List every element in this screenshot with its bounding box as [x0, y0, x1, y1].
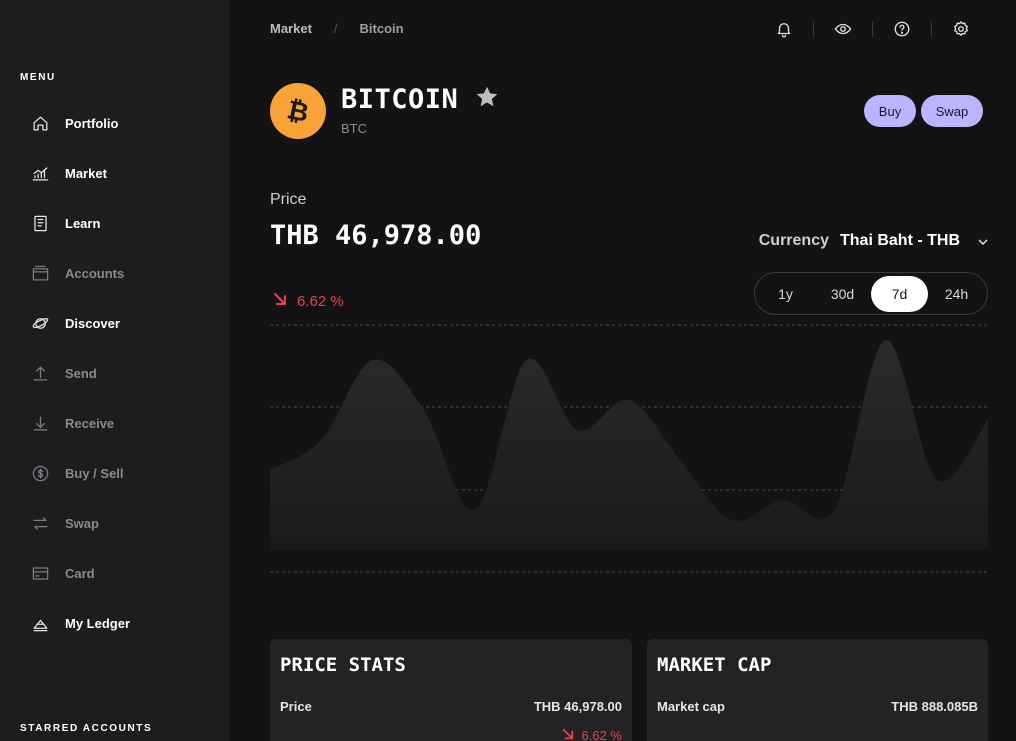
sidebar-item-label: Receive: [65, 415, 115, 431]
sidebar-item-accounts[interactable]: Accounts: [30, 261, 220, 285]
breadcrumb-market[interactable]: Market: [270, 21, 312, 36]
price-stats-change: 6.62 %: [562, 728, 622, 741]
buy-button[interactable]: Buy: [864, 95, 916, 127]
market-cap-label: Market cap: [657, 699, 725, 714]
range-1y[interactable]: 1y: [778, 285, 793, 302]
breadcrumb-bitcoin: Bitcoin: [359, 21, 404, 36]
price-stats-title: PRICE STATS: [280, 654, 406, 676]
sidebar-item-label: Buy / Sell: [65, 465, 124, 481]
breadcrumb: Market / Bitcoin: [270, 21, 404, 36]
currency-selector[interactable]: Currency Thai Baht - THB: [759, 232, 988, 250]
top-toolbar: [774, 19, 971, 39]
currency-label: Currency: [758, 232, 829, 249]
sidebar-item-label: Accounts: [65, 265, 125, 281]
toolbar-divider: [872, 21, 873, 37]
sidebar-item-card[interactable]: Card: [30, 561, 220, 585]
chart-area: [270, 339, 988, 550]
eye-icon[interactable]: [833, 19, 853, 39]
swap-button[interactable]: Swap: [921, 95, 983, 127]
chart-icon: [30, 163, 50, 183]
price-stats-card: PRICE STATS Price THB 46,978.00 6.62 %: [270, 639, 632, 741]
price-stats-price-label: Price: [280, 699, 312, 714]
price-stats-change-value: 6.62 %: [581, 728, 622, 741]
sidebar-item-label: Card: [65, 565, 95, 581]
time-range-selector: 1y 30d 7d 24h: [754, 272, 988, 315]
price-change-value: 6.62 %: [297, 292, 344, 310]
settings-icon[interactable]: [951, 19, 971, 39]
sidebar-item-discover[interactable]: Discover: [30, 311, 220, 335]
range-24h[interactable]: 24h: [944, 285, 969, 302]
price-value: THB 46,978.00: [270, 220, 482, 251]
sidebar-item-label: Send: [65, 365, 97, 381]
coin-ticker: BTC: [341, 121, 367, 136]
main-content: Market / Bitcoin ₿ BITCOIN BTC Buy Swap …: [230, 0, 1016, 741]
help-icon[interactable]: [892, 19, 912, 39]
coin-icon: [30, 463, 50, 483]
svg-text:₿: ₿: [284, 96, 311, 126]
download-icon: [30, 413, 50, 433]
sidebar-item-send[interactable]: Send: [30, 361, 220, 385]
sidebar-item-portfolio[interactable]: Portfolio: [30, 111, 220, 135]
bitcoin-icon: ₿: [284, 96, 311, 126]
card-icon: [30, 563, 50, 583]
sidebar-item-swap[interactable]: Swap: [30, 511, 220, 535]
menu-title: MENU: [20, 72, 56, 83]
market-cap-value: THB 888.085B: [891, 699, 978, 714]
range-7d[interactable]: 7d: [871, 275, 928, 312]
sidebar-item-label: Portfolio: [65, 115, 119, 131]
coin-name: BITCOIN: [341, 84, 459, 115]
toolbar-divider: [813, 21, 814, 37]
chevron-down-icon: [978, 232, 988, 250]
market-cap-title: MARKET CAP: [657, 654, 772, 676]
sidebar-item-label: Market: [65, 165, 107, 181]
swap-icon: [30, 513, 50, 533]
sidebar-item-market[interactable]: Market: [30, 161, 220, 185]
star-icon[interactable]: [474, 84, 500, 115]
sidebar-item-buy-sell[interactable]: Buy / Sell: [30, 461, 220, 485]
home-icon: [30, 113, 50, 133]
sidebar-item-my-ledger[interactable]: My Ledger: [30, 611, 220, 635]
planet-icon: [30, 313, 50, 333]
sidebar: MENU Portfolio Market Learn Accounts Discove…: [0, 0, 230, 741]
bitcoin-logo: ₿: [270, 83, 326, 139]
price-stats-price-value: THB 46,978.00: [533, 699, 622, 714]
sidebar-item-learn[interactable]: Learn: [30, 211, 220, 235]
ledger-icon: [30, 613, 50, 633]
sidebar-item-label: Swap: [65, 515, 99, 531]
arrow-down-right-icon: [562, 728, 574, 741]
bell-icon[interactable]: [774, 19, 794, 39]
sidebar-item-label: Learn: [65, 215, 101, 231]
range-30d[interactable]: 30d: [830, 285, 855, 302]
sidebar-item-label: Discover: [65, 315, 120, 331]
arrow-down-right-icon: [273, 292, 287, 310]
price-change: 6.62 %: [273, 292, 344, 310]
starred-accounts-title: STARRED ACCOUNTS: [20, 723, 153, 734]
toolbar-divider: [931, 21, 932, 37]
breadcrumb-separator: /: [333, 21, 338, 36]
wallet-icon: [30, 263, 50, 283]
sidebar-item-label: My Ledger: [65, 615, 131, 631]
price-chart[interactable]: [270, 320, 988, 580]
sidebar-item-receive[interactable]: Receive: [30, 411, 220, 435]
price-label: Price: [270, 191, 307, 208]
book-icon: [30, 213, 50, 233]
market-cap-card: MARKET CAP Market cap THB 888.085B: [647, 639, 988, 741]
upload-icon: [30, 363, 50, 383]
currency-value: Thai Baht - THB: [840, 232, 960, 249]
